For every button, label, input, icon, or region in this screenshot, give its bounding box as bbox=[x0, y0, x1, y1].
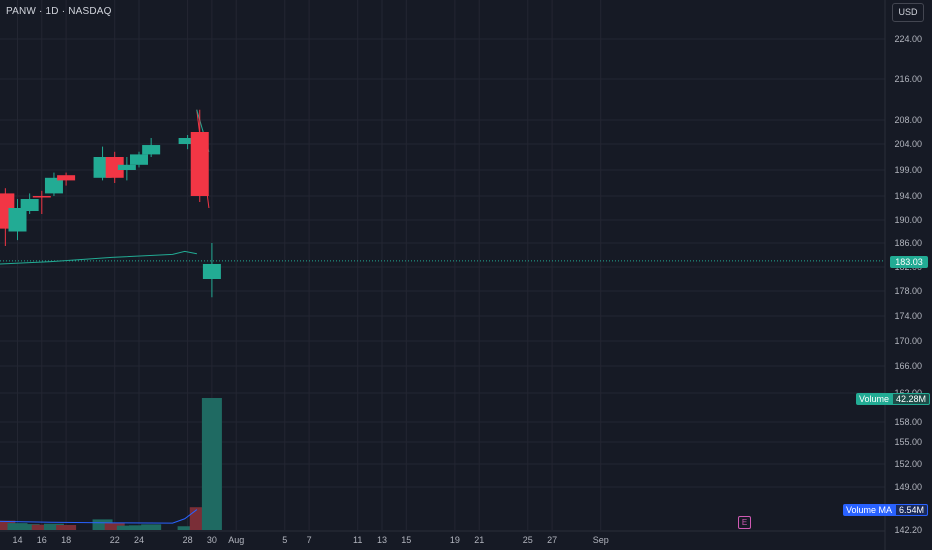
candle-body bbox=[32, 196, 51, 198]
volume-ma-tag-value: 6.54M bbox=[895, 504, 929, 516]
volume-ma-line bbox=[0, 509, 198, 524]
candle-body bbox=[142, 145, 161, 155]
volume-bar bbox=[56, 525, 77, 530]
x-tick-label: 11 bbox=[353, 535, 362, 545]
volume-ma-tag: Volume MA 6.54M bbox=[843, 504, 929, 516]
volume-tag-value: 42.28M bbox=[892, 393, 931, 405]
volume-tag-label: Volume bbox=[856, 393, 893, 405]
volume-bar bbox=[141, 524, 162, 530]
x-tick-label: Aug bbox=[228, 535, 244, 545]
x-tick-label: 25 bbox=[523, 535, 533, 545]
candle-body bbox=[105, 157, 124, 178]
x-tick-label: 7 bbox=[307, 535, 312, 545]
y-tick-label: 199.00 bbox=[894, 165, 922, 175]
y-tick-label: 155.00 bbox=[894, 437, 922, 447]
volume-bar bbox=[201, 398, 222, 530]
volume-bar bbox=[19, 524, 40, 530]
y-tick-label: 149.00 bbox=[894, 482, 922, 492]
y-tick-label: 208.00 bbox=[894, 115, 922, 125]
candle-body bbox=[117, 164, 136, 170]
currency-button[interactable]: USD bbox=[892, 3, 924, 22]
x-tick-label: 22 bbox=[110, 535, 120, 545]
x-tick-label: 24 bbox=[134, 535, 144, 545]
x-tick-label: 30 bbox=[207, 535, 217, 545]
y-tick-label: 158.00 bbox=[894, 417, 922, 427]
y-tick-label: 190.00 bbox=[894, 215, 922, 225]
volume-bar bbox=[92, 519, 113, 530]
volume-bar bbox=[116, 525, 137, 530]
x-tick-label: 18 bbox=[61, 535, 71, 545]
x-tick-label: Sep bbox=[593, 535, 609, 545]
volume-ma-tag-label: Volume MA bbox=[843, 504, 896, 516]
x-tick-label: 19 bbox=[450, 535, 460, 545]
x-tick-label: 14 bbox=[12, 535, 22, 545]
x-tick-label: 27 bbox=[547, 535, 557, 545]
x-tick-label: 5 bbox=[282, 535, 287, 545]
x-tick-label: 16 bbox=[37, 535, 47, 545]
volume-bar bbox=[7, 523, 28, 530]
y-tick-label: 170.00 bbox=[894, 336, 922, 346]
y-tick-label: 186.00 bbox=[894, 238, 922, 248]
volume-bar bbox=[43, 523, 64, 530]
x-tick-label: 21 bbox=[474, 535, 484, 545]
x-tick-label: 13 bbox=[377, 535, 387, 545]
volume-bar bbox=[104, 523, 125, 530]
y-tick-label: 224.00 bbox=[894, 34, 922, 44]
chart-title: PANW · 1D · NASDAQ bbox=[6, 6, 112, 17]
y-tick-label: 166.00 bbox=[894, 361, 922, 371]
volume-bar bbox=[31, 524, 52, 530]
x-tick-label: 15 bbox=[401, 535, 411, 545]
y-tick-label: 152.00 bbox=[894, 459, 922, 469]
candle-body bbox=[202, 264, 221, 279]
y-tick-label: 174.00 bbox=[894, 311, 922, 321]
volume-tag: Volume 42.28M bbox=[856, 393, 931, 405]
y-tick-label: 216.00 bbox=[894, 74, 922, 84]
x-tick-label: 28 bbox=[183, 535, 193, 545]
candle-body bbox=[190, 132, 209, 196]
y-tick-label: 142.20 bbox=[894, 525, 922, 535]
volume-bar bbox=[129, 525, 149, 530]
y-tick-label: 178.00 bbox=[894, 286, 922, 296]
candle-body bbox=[178, 138, 197, 144]
candle-body bbox=[44, 177, 63, 194]
candle-body bbox=[130, 154, 148, 165]
price-ma-line bbox=[0, 250, 197, 265]
last-price-tag: 183.03 bbox=[890, 256, 928, 268]
candle-body bbox=[20, 199, 39, 211]
earnings-icon[interactable]: E bbox=[738, 516, 751, 529]
candle-body bbox=[8, 208, 27, 232]
volume-bar bbox=[177, 526, 198, 530]
y-tick-label: 194.00 bbox=[894, 191, 922, 201]
candle-body bbox=[57, 175, 76, 181]
y-tick-label: 204.00 bbox=[894, 139, 922, 149]
